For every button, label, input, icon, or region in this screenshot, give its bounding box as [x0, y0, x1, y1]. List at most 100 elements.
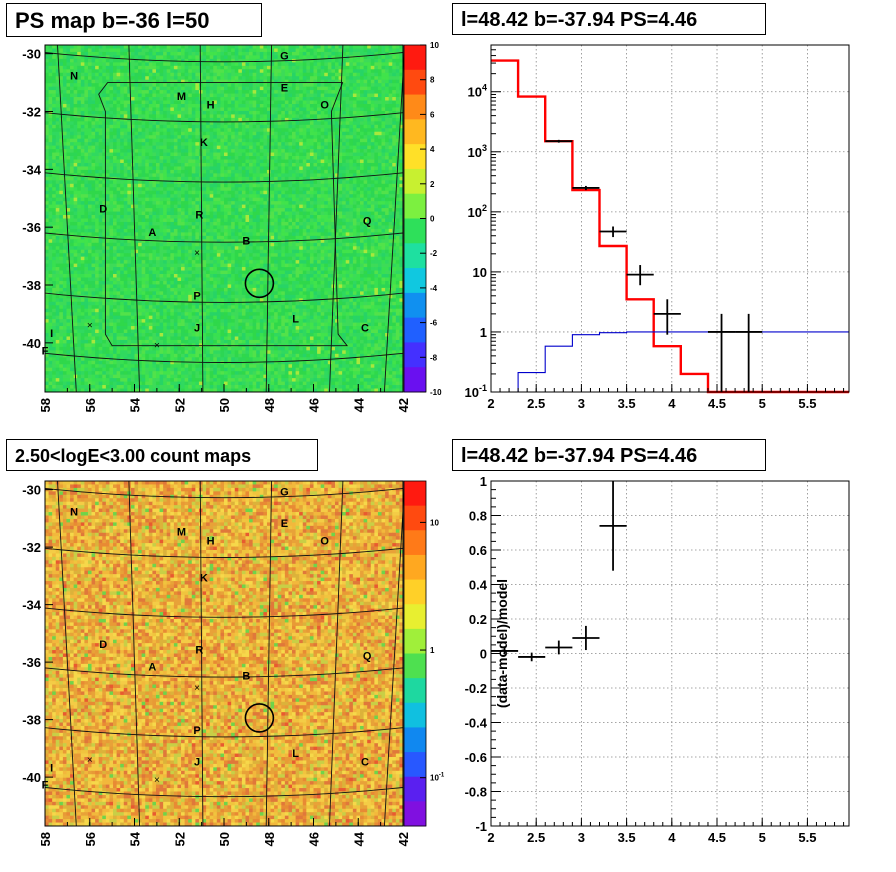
ps-map-pixel — [177, 215, 182, 219]
ps-map-pixel — [155, 110, 160, 115]
ps-map-pixel — [342, 100, 347, 105]
ps-map-pixel — [48, 176, 53, 181]
ps-map-pixel — [181, 211, 186, 216]
ps-map-pixel — [302, 138, 307, 143]
ps-map-pixel — [45, 176, 49, 181]
ps-map-pixel — [392, 176, 397, 181]
ps-map-pixel — [155, 65, 160, 70]
ps-map-pixel — [62, 65, 67, 70]
ps-map-pixel — [209, 208, 214, 212]
ps-map-pixel — [77, 93, 82, 98]
ps-map-pixel — [77, 201, 82, 206]
ps-map-pixel — [342, 45, 347, 49]
ps-map-pixel — [145, 58, 150, 63]
ps-map-pixel — [284, 197, 289, 202]
ps-map-pixel — [113, 156, 117, 160]
ps-map-pixel — [170, 79, 175, 84]
ps-map-pixel — [342, 197, 347, 202]
ps-map-pixel — [259, 90, 264, 94]
ps-map-pixel — [299, 211, 304, 216]
ps-map-pixel — [363, 110, 368, 115]
ps-map-pixel — [238, 166, 243, 171]
ps-map-pixel — [181, 69, 186, 74]
ps-map-pixel — [274, 48, 279, 53]
ps-map-pixel — [202, 72, 207, 77]
ps-map-pixel — [299, 145, 304, 150]
ps-map-pixel — [152, 86, 157, 91]
ps-map-pixel — [363, 194, 368, 199]
ps-map-pixel — [184, 201, 189, 206]
ps-map-pixel — [173, 162, 178, 167]
ps-map-pixel — [388, 114, 393, 119]
ps-map-pixel — [370, 48, 375, 53]
ps-map-pixel — [195, 131, 200, 136]
ps-map-pixel — [80, 180, 85, 185]
ps-map-pixel — [206, 97, 211, 101]
ps-map-pixel — [213, 208, 218, 212]
ps-map-pixel — [388, 58, 393, 63]
ps-map-pixel — [98, 93, 103, 98]
ps-map-pixel — [163, 121, 168, 126]
ps-map-pixel — [55, 86, 60, 91]
ps-map-pixel — [227, 76, 232, 81]
ps-map-pixel — [166, 90, 171, 94]
ps-map-pixel — [141, 180, 146, 185]
ps-map-pixel — [130, 110, 135, 115]
ps-map-pixel — [105, 114, 110, 119]
ps-map-pixel — [177, 142, 182, 147]
ps-map-pixel — [327, 135, 332, 140]
ps-map-pixel — [274, 208, 279, 212]
ps-map-pixel — [277, 121, 282, 126]
ps-map-pixel — [281, 72, 286, 77]
ps-map-pixel — [91, 145, 96, 150]
ps-map-pixel — [48, 45, 53, 49]
ps-map-pixel — [274, 107, 279, 112]
ps-map-pixel — [331, 55, 336, 60]
ps-map-pixel — [360, 58, 365, 63]
ps-map-pixel — [374, 211, 379, 216]
ps-map-pixel — [77, 76, 82, 81]
ps-map-pixel — [195, 90, 200, 94]
ps-map-pixel — [123, 55, 128, 60]
ps-map-pixel — [77, 187, 82, 192]
ps-map-pixel — [98, 131, 103, 136]
ps-map-pixel — [209, 65, 214, 70]
ps-map-pixel — [395, 55, 400, 60]
ps-map-pixel — [213, 58, 218, 63]
ps-map-pixel — [245, 72, 250, 77]
ps-map-pixel — [345, 110, 350, 115]
ps-map-pixel — [302, 58, 307, 63]
ps-map-pixel — [320, 65, 325, 70]
ps-map-pixel — [288, 65, 293, 70]
ps-map-pixel — [284, 166, 289, 171]
ps-map-pixel — [313, 48, 318, 53]
ps-map-pixel — [159, 138, 164, 143]
ps-map-pixel — [356, 162, 361, 167]
ps-map-pixel — [188, 55, 193, 60]
ps-map-pixel — [91, 58, 96, 63]
ps-map-pixel — [270, 97, 275, 101]
ps-map-pixel — [327, 180, 332, 185]
ps-map-pixel — [155, 131, 160, 136]
ps-map-pixel — [123, 97, 128, 101]
ps-map-pixel — [234, 55, 239, 60]
ps-map-pixel — [84, 145, 89, 150]
ps-map-pixel — [148, 103, 153, 108]
ps-map-pixel — [145, 187, 150, 192]
ps-map-pixel — [349, 197, 354, 202]
ps-map-pixel — [62, 62, 67, 67]
ps-map-pixel — [252, 197, 257, 202]
ps-map-pixel — [105, 162, 110, 167]
ps-map-pixel — [320, 190, 325, 195]
ps-map-pixel — [281, 76, 286, 81]
ps-map-pixel — [170, 142, 175, 147]
ps-map-pixel — [277, 201, 282, 206]
ps-map-pixel — [98, 100, 103, 105]
ps-map-pixel — [173, 145, 178, 150]
ps-map-pixel — [374, 83, 379, 88]
ps-map-pixel — [252, 55, 257, 60]
ps-map-pixel — [123, 194, 128, 199]
ps-map-pixel — [381, 183, 386, 188]
ps-map-pixel — [120, 93, 125, 98]
ps-map-pixel — [249, 211, 254, 216]
